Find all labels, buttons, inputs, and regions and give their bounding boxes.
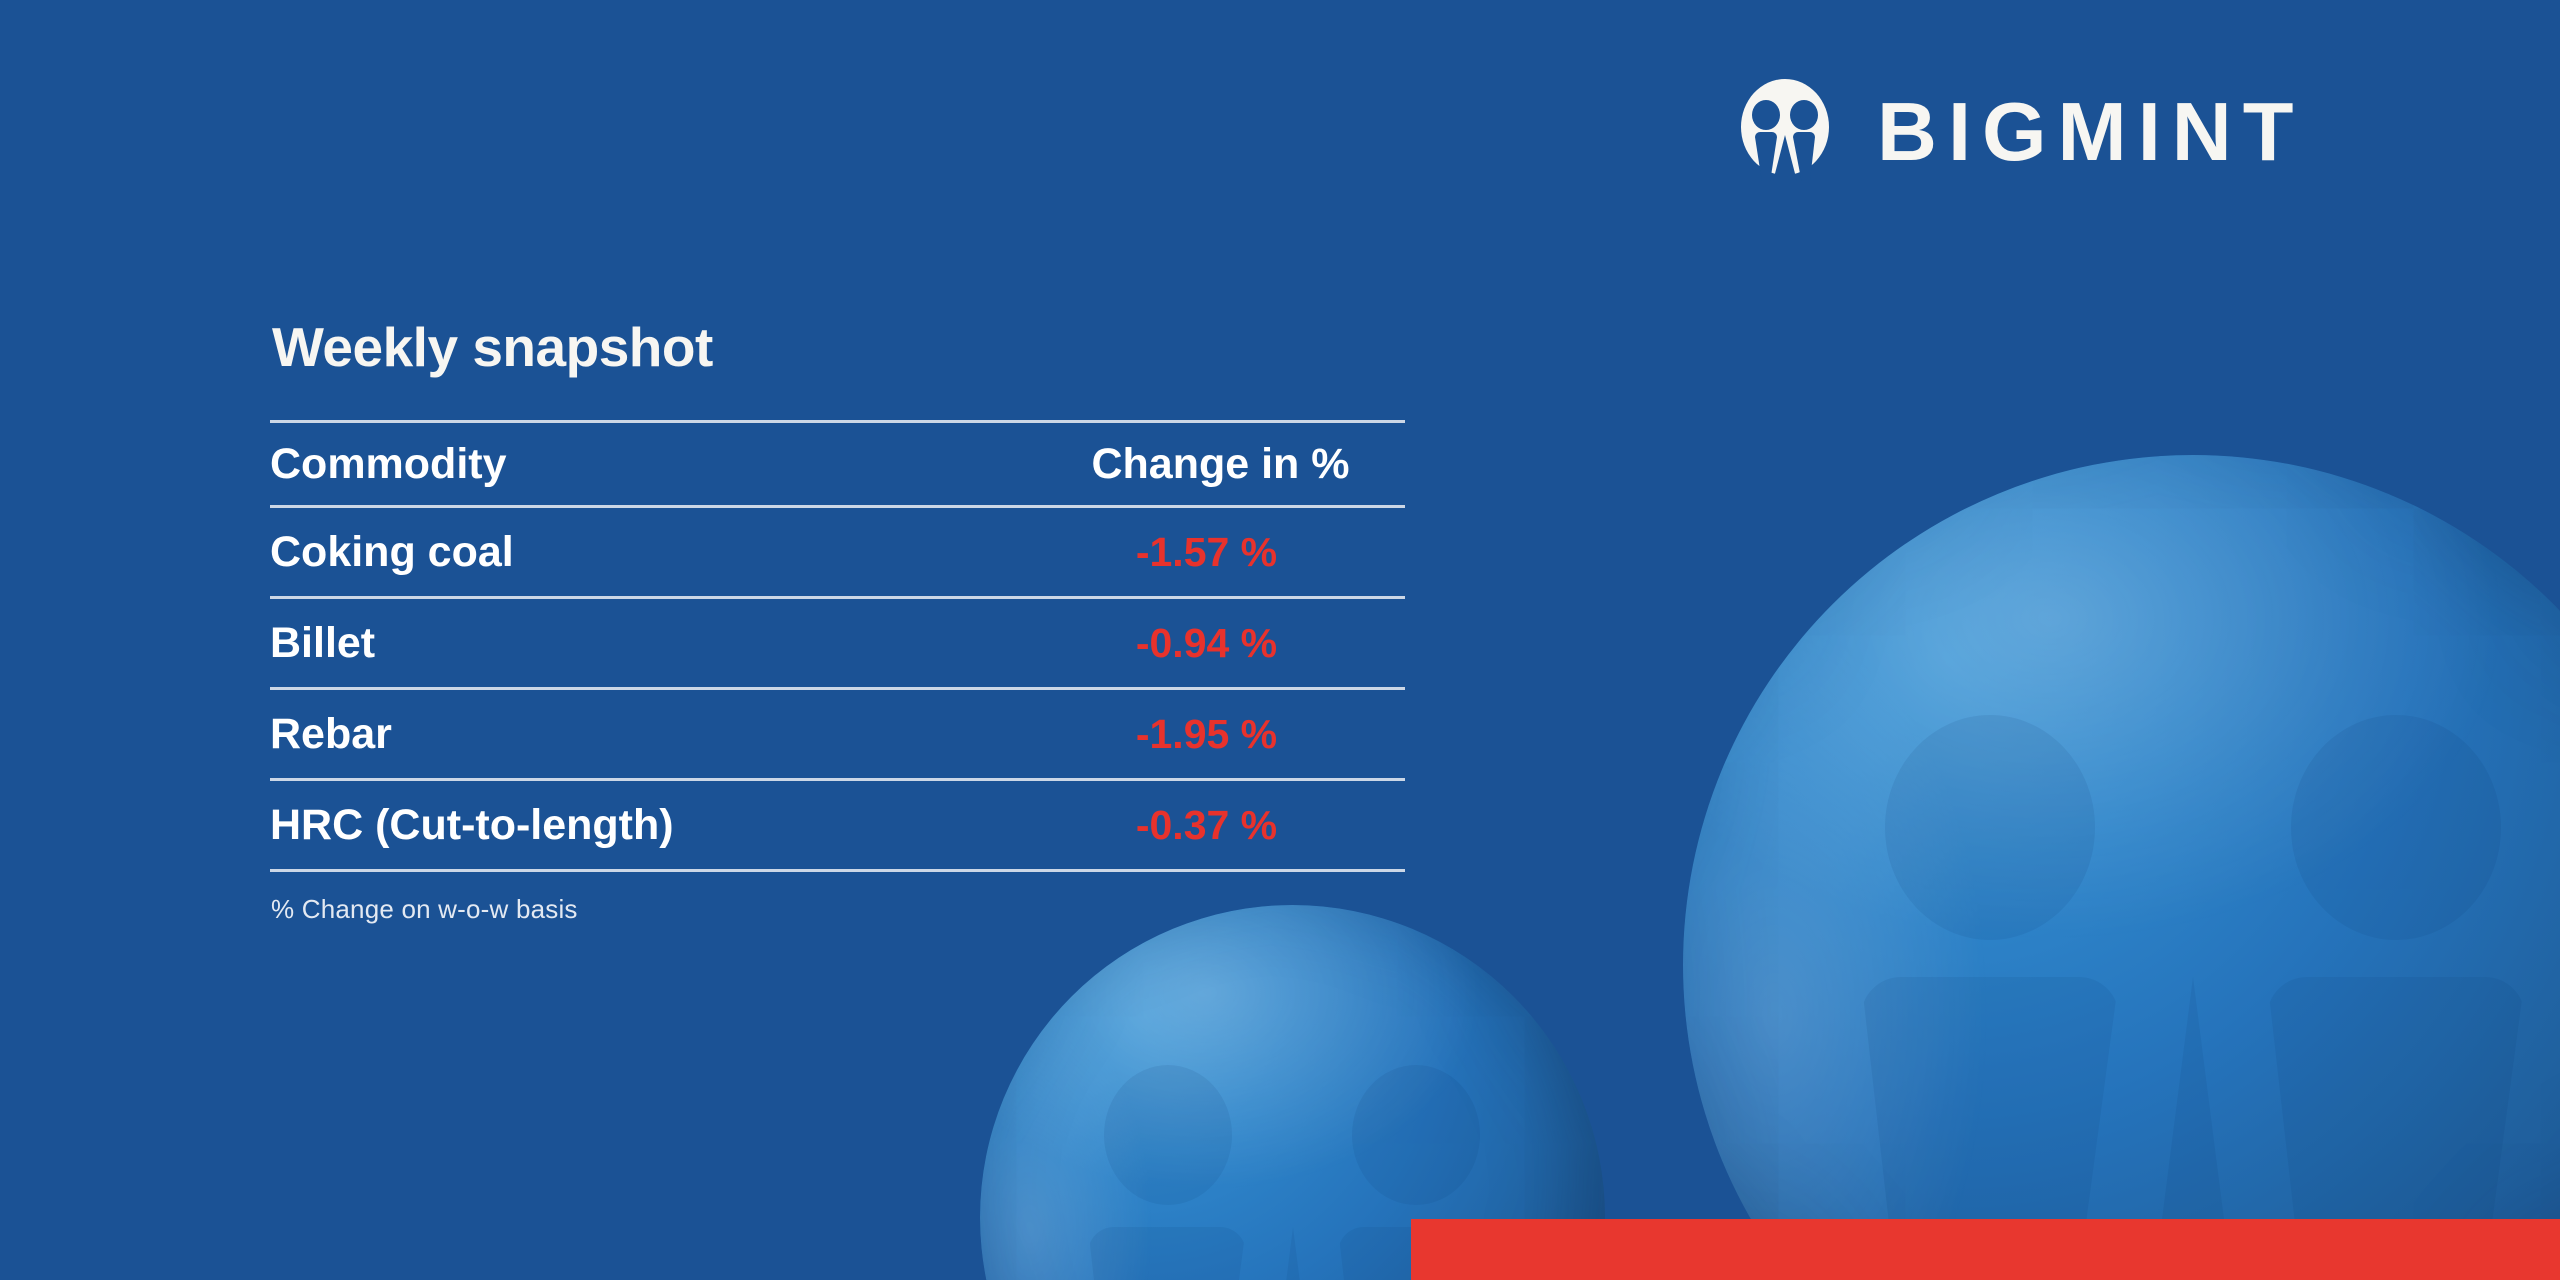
table-row: Billet -0.94 %	[270, 599, 1405, 687]
cell-commodity: Rebar	[270, 709, 392, 758]
table-rule-header	[270, 505, 1405, 508]
large-gradient-sphere	[1683, 455, 2560, 1280]
table-header-row: Commodity Change in %	[270, 423, 1405, 505]
bigmint-mark-icon	[1733, 77, 1837, 189]
table-rule-top	[270, 420, 1405, 423]
cell-change: -0.37 %	[1135, 801, 1278, 848]
table-row: Coking coal -1.57 %	[270, 508, 1405, 596]
cell-change: -0.94 %	[1135, 619, 1278, 666]
embossed-logo-mark-icon	[1833, 715, 2553, 1280]
table-row: Rebar -1.95 %	[270, 690, 1405, 778]
table-rule	[270, 778, 1405, 781]
table-rule-bottom	[270, 869, 1405, 872]
cell-commodity: Coking coal	[270, 527, 514, 576]
weekly-snapshot-card: Weekly snapshot Commodity Change in % Co…	[270, 320, 1405, 925]
bigmint-wordmark: BIGMINT	[1877, 84, 2305, 178]
column-header-change: Change in %	[1091, 439, 1350, 488]
cell-change: -1.57 %	[1135, 528, 1278, 575]
red-accent-bar	[1411, 1219, 2560, 1280]
table-rule	[270, 596, 1405, 599]
table-row: HRC (Cut-to-length) -0.37 %	[270, 781, 1405, 869]
table-rule	[270, 687, 1405, 690]
cell-change: -1.95 %	[1135, 710, 1278, 757]
page-title: Weekly snapshot	[272, 316, 713, 378]
embossed-logo-mark-icon	[1072, 1065, 1512, 1280]
cell-commodity: HRC (Cut-to-length)	[270, 800, 674, 849]
column-header-commodity: Commodity	[270, 439, 507, 488]
cell-commodity: Billet	[270, 618, 376, 667]
brand-logo: BIGMINT	[1733, 77, 2305, 189]
table-footnote: % Change on w-o-w basis	[271, 894, 578, 924]
